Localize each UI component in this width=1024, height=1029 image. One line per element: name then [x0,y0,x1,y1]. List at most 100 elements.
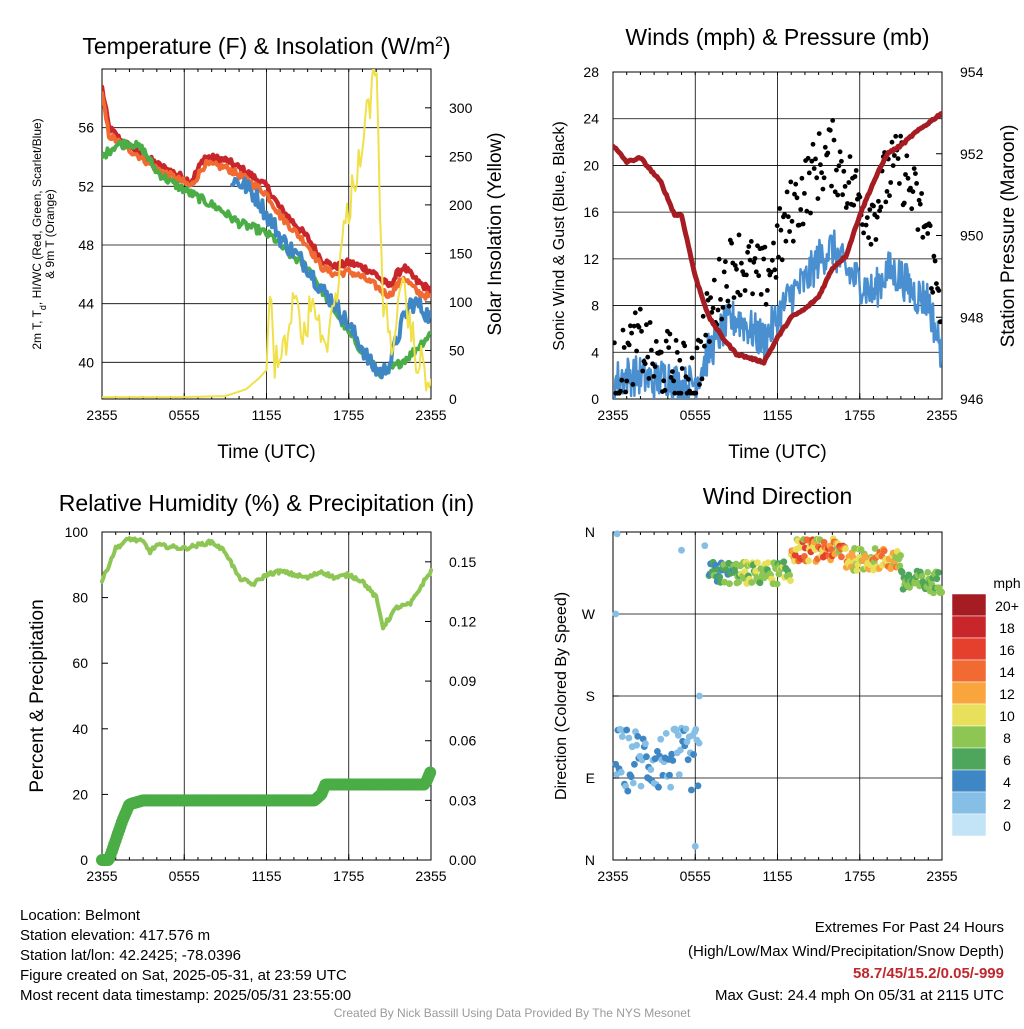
gust-point [857,194,863,200]
gust-point [778,227,784,233]
y-tick-label: 24 [583,111,599,127]
gust-point [640,368,646,374]
gust-point [758,292,764,297]
x-tick-label: 2355 [415,407,446,423]
gust-point [843,205,849,210]
y-tick-label: 80 [72,590,88,606]
dir-ylabel: Direction (Colored By Speed) [553,592,570,800]
y-tick-label: N [585,524,595,540]
gust-point [864,215,870,221]
gust-point [689,355,695,361]
gust-point [750,291,755,297]
gust-point [852,174,858,179]
direction-point [613,530,621,538]
direction-point [898,569,906,576]
created-text: Figure created on Sat, 2025-05-31, at 23… [20,967,347,984]
gust-point [776,254,781,260]
y2-tick-label: 0.12 [449,613,476,629]
gust-point [736,232,742,238]
direction-point [764,559,772,566]
direction-point [791,551,799,559]
gust-point [652,364,658,369]
gust-point [658,349,664,355]
colorbar-swatch [951,791,987,815]
y-tick-label: 60 [72,655,88,671]
colorbar-swatch [951,747,987,771]
gust-point [893,133,899,139]
gust-point [810,141,816,147]
direction-point [655,783,662,791]
gust-point [663,338,669,344]
gust-point [783,238,789,244]
direction-point [773,580,781,588]
colorbar-label: 0 [1003,818,1011,834]
gust-point [747,257,753,263]
gust-point [785,214,791,220]
gust-point [789,218,795,224]
y-tick-label: 20 [583,157,599,173]
x-tick-label: 0555 [169,868,200,884]
gust-point [863,222,869,228]
colorbar-label: 2 [1003,796,1011,812]
credit-text: Created By Nick Bassill Using Data Provi… [333,1006,691,1020]
gust-point [729,240,734,246]
y-tick-label: W [582,606,596,622]
gust-point [919,191,924,196]
direction-point [842,545,849,552]
gust-point [806,170,812,176]
gust-point [639,328,644,334]
direction-point [861,552,869,560]
colorbar-swatch [951,703,987,727]
gust-point [920,234,926,240]
y-tick-label: 16 [583,204,599,220]
gust-point [930,289,936,295]
colorbar-label: 18 [999,620,1015,636]
y-tick-label: 56 [78,120,94,136]
x-tick-label: 2355 [926,868,957,884]
y2-tick-label: 150 [449,245,473,261]
y-tick-label: 100 [65,524,89,540]
temp-xlabel: Time (UTC) [217,442,316,463]
gust-point [908,185,913,191]
gust-point [898,133,903,139]
gust-point [798,207,804,212]
gust-point [816,131,822,137]
speed-colorbar: 20+ 18 16 14 12 10 8 6 4 2 0 mph [951,575,1021,837]
gust-point [646,376,652,381]
gust-point [632,310,638,316]
gust-point [651,374,657,379]
direction-point [695,739,703,747]
gust-point [887,193,892,199]
gust-point [830,118,836,123]
direction-point [716,573,724,581]
gust-point [917,201,923,207]
gust-point [903,172,908,177]
y-tick-label: 0 [80,852,88,868]
gust-point [716,256,722,262]
gust-point [762,244,768,250]
gust-point [631,323,637,329]
y-tick-label: E [586,770,595,786]
y2-tick-label: 100 [449,294,473,310]
gust-point [929,286,934,291]
precip-point [424,766,437,779]
direction-point [918,573,926,580]
dir-title: Wind Direction [703,483,853,509]
direction-point [633,741,640,749]
insolation-line [102,69,431,399]
y-tick-label: 8 [591,298,599,314]
gust-point [825,150,831,156]
direction-point [668,750,676,758]
gust-point [719,316,725,322]
gust-point [794,195,800,201]
winds-panel: 2355 0555 1155 1755 235504812162024289469489… [551,24,1019,463]
gust-point [787,229,792,234]
gust-point [723,259,728,265]
direction-point [880,547,888,555]
y-tick-label: 0 [591,391,599,407]
temp-title: Temperature (F) & Insolation (W/m2) [82,33,450,59]
gust-point [821,175,827,181]
gust-point [634,348,639,354]
x-tick-label: 0555 [169,407,200,423]
gust-point [756,273,762,279]
